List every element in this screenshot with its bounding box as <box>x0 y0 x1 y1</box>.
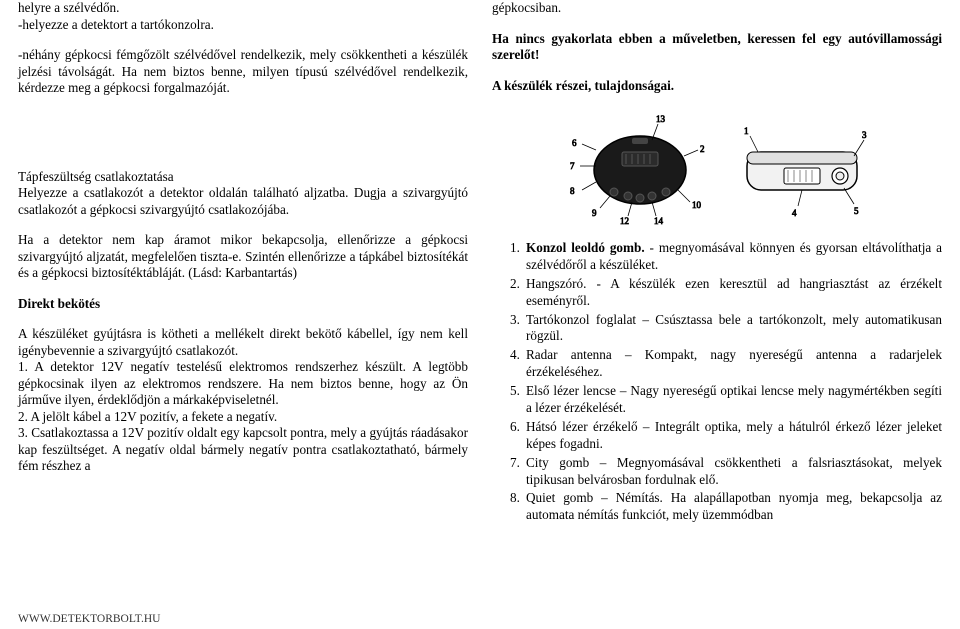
right-bold-1: Ha nincs gyakorlata ebben a műveletben, … <box>492 31 942 64</box>
right-column: gépkocsiban. Ha nincs gyakorlata ebben a… <box>492 0 942 526</box>
direkt-item-2: 2. A jelölt kábel a 12V pozitív, a feket… <box>18 409 468 426</box>
label-7: 7 <box>570 161 575 171</box>
label-4: 4 <box>792 208 797 218</box>
left-line-2: -helyezze a detektort a tartókonzolra. <box>18 17 468 34</box>
list-item: 7.City gomb – Megnyomásával csökkentheti… <box>510 455 942 489</box>
label-10: 10 <box>692 200 702 210</box>
list-item: 8.Quiet gomb – Némítás. Ha alapállapotba… <box>510 490 942 524</box>
left-line-1: helyre a szélvédőn. <box>18 0 468 17</box>
list-item: 2.Hangszóró. - A készülék ezen keresztül… <box>510 276 942 310</box>
label-1: 1 <box>744 126 749 136</box>
list-item: 4.Radar antenna – Kompakt, nagy nyereség… <box>510 347 942 381</box>
left-block-1: Tápfeszültség csatlakoztatása Helyezze a… <box>18 169 468 219</box>
label-12: 12 <box>620 216 629 226</box>
label-2: 2 <box>700 144 705 154</box>
left-column: helyre a szélvédőn. -helyezze a detektor… <box>18 0 468 526</box>
parts-list: 1.Konzol leoldó gomb. - megnyomásával kö… <box>492 240 942 524</box>
direkt-item-1: 1. A detektor 12V negatív testelésű elek… <box>18 359 468 409</box>
left-block-2: Ha a detektor nem kap áramot mikor bekap… <box>18 232 468 282</box>
list-item: 6.Hátsó lézer érzékelő – Integrált optik… <box>510 419 942 453</box>
label-14: 14 <box>654 216 664 226</box>
left-para-1: -néhány gépkocsi fémgőzölt szélvédővel r… <box>18 47 468 97</box>
direkt-item-3: 3. Csatlakoztassa a 12V pozitív oldalt e… <box>18 425 468 475</box>
direkt-title: Direkt bekötés <box>18 296 468 313</box>
right-line-1: gépkocsiban. <box>492 0 942 17</box>
list-item: 3.Tartókonzol foglalat – Csúsztassa bele… <box>510 312 942 346</box>
device-top-view <box>594 136 686 204</box>
device-diagram: 6 7 8 9 2 13 10 12 14 <box>562 110 872 230</box>
label-5: 5 <box>854 206 859 216</box>
list-item: 1.Konzol leoldó gomb. - megnyomásával kö… <box>510 240 942 274</box>
direkt-intro: A készüléket gyújtásra is kötheti a mell… <box>18 326 468 359</box>
list-item: 5.Első lézer lencse – Nagy nyereségű opt… <box>510 383 942 417</box>
right-bold-2: A készülék részei, tulajdonságai. <box>492 78 942 95</box>
label-8: 8 <box>570 186 575 196</box>
label-9: 9 <box>592 208 597 218</box>
device-front-view <box>747 152 857 190</box>
label-13: 13 <box>656 114 666 124</box>
label-6: 6 <box>572 138 577 148</box>
label-3: 3 <box>862 130 867 140</box>
footer-url: WWW.DETEKTORBOLT.HU <box>18 613 160 625</box>
